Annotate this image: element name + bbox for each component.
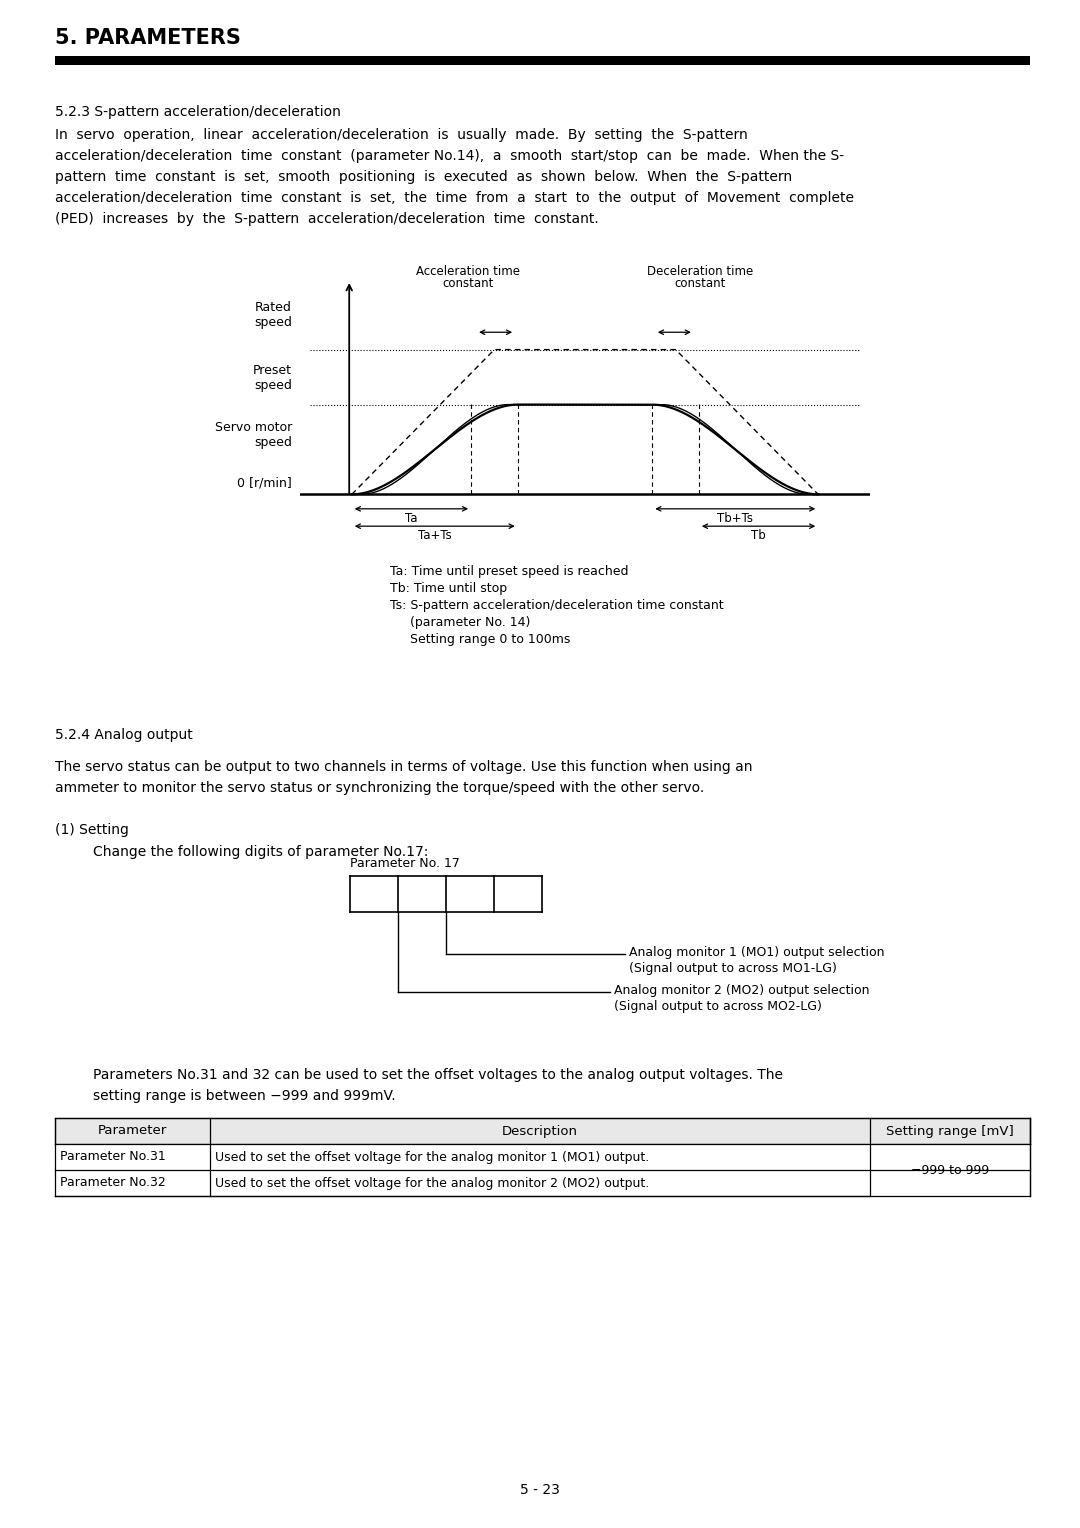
Text: (Signal output to across MO1-LG): (Signal output to across MO1-LG) <box>629 963 837 975</box>
Text: acceleration/deceleration  time  constant  (parameter No.14),  a  smooth  start/: acceleration/deceleration time constant … <box>55 150 845 163</box>
Text: acceleration/deceleration  time  constant  is  set,  the  time  from  a  start  : acceleration/deceleration time constant … <box>55 191 854 205</box>
Text: Change the following digits of parameter No.17:: Change the following digits of parameter… <box>93 845 429 859</box>
Text: constant: constant <box>443 277 494 290</box>
Text: (Signal output to across MO2-LG): (Signal output to across MO2-LG) <box>615 999 822 1013</box>
Bar <box>55 1144 870 1170</box>
Text: Parameter No.31: Parameter No.31 <box>60 1151 165 1163</box>
Text: Tb: Tb <box>752 529 766 542</box>
Text: Ta: Ta <box>405 512 418 524</box>
Text: Rated
speed: Rated speed <box>254 301 292 329</box>
Text: Parameters No.31 and 32 can be used to set the offset voltages to the analog out: Parameters No.31 and 32 can be used to s… <box>93 1068 783 1082</box>
Bar <box>55 1118 1030 1144</box>
Text: 0 [r/min]: 0 [r/min] <box>238 477 292 489</box>
Text: In  servo  operation,  linear  acceleration/deceleration  is  usually  made.  By: In servo operation, linear acceleration/… <box>55 128 747 142</box>
Text: Tb+Ts: Tb+Ts <box>717 512 753 524</box>
Text: (1) Setting: (1) Setting <box>55 824 129 837</box>
Text: Used to set the offset voltage for the analog monitor 2 (MO2) output.: Used to set the offset voltage for the a… <box>215 1177 649 1189</box>
Text: Setting range [mV]: Setting range [mV] <box>886 1125 1014 1137</box>
Text: (PED)  increases  by  the  S-pattern  acceleration/deceleration  time  constant.: (PED) increases by the S-pattern acceler… <box>55 212 598 226</box>
Text: Preset
speed: Preset speed <box>253 364 292 393</box>
Text: Parameter No. 17: Parameter No. 17 <box>350 857 460 869</box>
Text: Parameter No.32: Parameter No.32 <box>60 1177 165 1189</box>
Text: Ts: S-pattern acceleration/deceleration time constant: Ts: S-pattern acceleration/deceleration … <box>390 599 724 613</box>
Text: Analog monitor 1 (MO1) output selection: Analog monitor 1 (MO1) output selection <box>629 946 885 960</box>
Text: The servo status can be output to two channels in terms of voltage. Use this fun: The servo status can be output to two ch… <box>55 759 753 775</box>
Text: Setting range 0 to 100ms: Setting range 0 to 100ms <box>390 633 570 646</box>
Bar <box>55 57 1030 66</box>
Text: Tb: Time until stop: Tb: Time until stop <box>390 582 508 594</box>
Text: Acceleration time: Acceleration time <box>416 264 519 278</box>
Text: Description: Description <box>502 1125 578 1137</box>
Text: ammeter to monitor the servo status or synchronizing the torque/speed with the o: ammeter to monitor the servo status or s… <box>55 781 704 795</box>
Text: 5 - 23: 5 - 23 <box>521 1484 559 1497</box>
Text: setting range is between −999 and 999mV.: setting range is between −999 and 999mV. <box>93 1089 395 1103</box>
Text: 5.2.4 Analog output: 5.2.4 Analog output <box>55 727 192 743</box>
Text: Used to set the offset voltage for the analog monitor 1 (MO1) output.: Used to set the offset voltage for the a… <box>215 1151 649 1163</box>
Text: pattern  time  constant  is  set,  smooth  positioning  is  executed  as  shown : pattern time constant is set, smooth pos… <box>55 170 792 183</box>
Text: Deceleration time: Deceleration time <box>647 264 753 278</box>
Text: constant: constant <box>674 277 726 290</box>
Text: Servo motor
speed: Servo motor speed <box>215 422 292 449</box>
Text: Analog monitor 2 (MO2) output selection: Analog monitor 2 (MO2) output selection <box>615 984 869 996</box>
Bar <box>55 1170 870 1196</box>
Text: Ta: Time until preset speed is reached: Ta: Time until preset speed is reached <box>390 565 629 578</box>
Text: 5.2.3 S-pattern acceleration/deceleration: 5.2.3 S-pattern acceleration/deceleratio… <box>55 105 341 119</box>
Text: Parameter: Parameter <box>98 1125 167 1137</box>
Text: −999 to 999: −999 to 999 <box>910 1163 989 1177</box>
Text: (parameter No. 14): (parameter No. 14) <box>390 616 530 630</box>
Text: 5. PARAMETERS: 5. PARAMETERS <box>55 28 241 47</box>
Bar <box>870 1144 1030 1196</box>
Text: Ta+Ts: Ta+Ts <box>418 529 451 542</box>
